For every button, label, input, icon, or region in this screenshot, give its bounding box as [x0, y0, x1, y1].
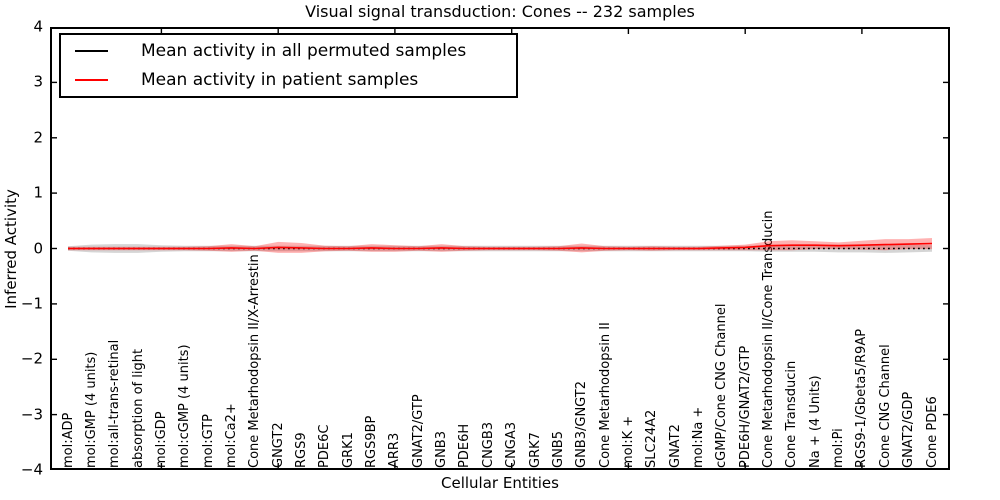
y-tick-label: 3 [33, 73, 43, 92]
y-tick-label: 2 [33, 128, 43, 147]
plot-area [50, 26, 950, 474]
chart-title: Visual signal transduction: Cones -- 232… [305, 2, 695, 21]
legend-line-black-icon [75, 50, 108, 52]
y-tick-label: −1 [20, 294, 43, 313]
legend-item-permuted: Mean activity in all permuted samples [61, 40, 516, 62]
y-tick-label: −4 [20, 460, 43, 479]
legend: Mean activity in all permuted samples Me… [59, 33, 518, 98]
y-tick-label: −3 [20, 405, 43, 424]
x-axis-label: Cellular Entities [441, 474, 559, 492]
y-tick-label: 0 [33, 239, 43, 258]
legend-label-permuted: Mean activity in all permuted samples [141, 41, 467, 61]
y-tick-label: 4 [33, 17, 43, 36]
legend-label-patient: Mean activity in patient samples [141, 70, 419, 90]
y-tick-label: 1 [33, 183, 43, 202]
legend-item-patient: Mean activity in patient samples [61, 69, 516, 91]
y-tick-label: −2 [20, 349, 43, 368]
legend-line-red-icon [75, 79, 108, 81]
